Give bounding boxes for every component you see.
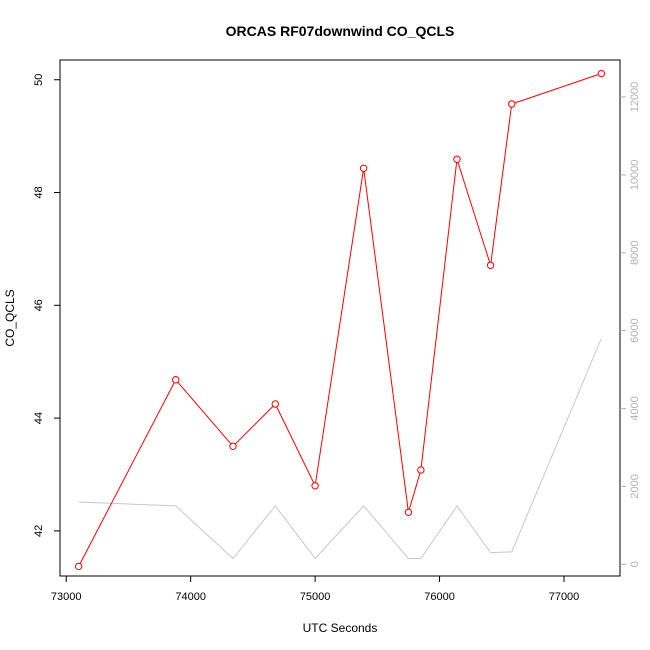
y-tick-label-4: 50 xyxy=(33,74,45,86)
y-axis-label: CO_QCLS xyxy=(3,289,17,346)
series-0-point-0 xyxy=(74,562,83,571)
x-tick-label-0: 73000 xyxy=(51,591,82,603)
x-tick-label-1: 74000 xyxy=(175,591,206,603)
y-tick-label-3: 48 xyxy=(33,186,45,198)
y-tick-label-2: 46 xyxy=(33,299,45,311)
x-tick-label-4: 77000 xyxy=(549,591,580,603)
y-axis-right: 0 2000 4000 6000 8000 10000 12000 xyxy=(620,82,641,567)
y2-tick-label-0: 0 xyxy=(629,561,641,567)
series-0-point-8 xyxy=(453,155,461,163)
series-0-point-10 xyxy=(508,100,516,108)
y2-tick-label-5: 10000 xyxy=(629,160,641,191)
x-tick-label-3: 76000 xyxy=(424,591,455,603)
chart-title: ORCAS RF07downwind CO_QCLS xyxy=(226,23,455,39)
x-tick-label-2: 75000 xyxy=(300,591,331,603)
plot-area xyxy=(59,59,621,577)
y2-tick-label-3: 6000 xyxy=(629,318,641,342)
series-0-point-3 xyxy=(271,400,279,408)
series-0-point-4 xyxy=(311,482,319,490)
series-layer xyxy=(74,69,606,571)
y2-tick-label-4: 8000 xyxy=(629,241,641,265)
series-0-point-11 xyxy=(597,69,606,78)
series-0-point-2 xyxy=(229,442,237,450)
series-line-0 xyxy=(78,73,602,567)
y-axis: 42 44 46 48 50 xyxy=(33,74,60,537)
y2-tick-label-1: 2000 xyxy=(629,474,641,498)
series-0-point-6 xyxy=(404,508,413,516)
y-tick-label-1: 44 xyxy=(33,412,45,424)
series-0-point-7 xyxy=(417,466,425,474)
series-0-point-9 xyxy=(486,261,495,269)
y2-tick-label-2: 4000 xyxy=(629,396,641,420)
series-0-point-5 xyxy=(359,164,368,172)
series-0-point-1 xyxy=(172,376,180,384)
x-axis-label: UTC Seconds xyxy=(303,621,378,635)
x-axis: 73000 74000 75000 76000 77000 xyxy=(51,576,579,603)
y-tick-label-0: 42 xyxy=(33,525,45,537)
y2-tick-label-6: 12000 xyxy=(629,82,641,113)
series-line-1 xyxy=(78,338,602,560)
